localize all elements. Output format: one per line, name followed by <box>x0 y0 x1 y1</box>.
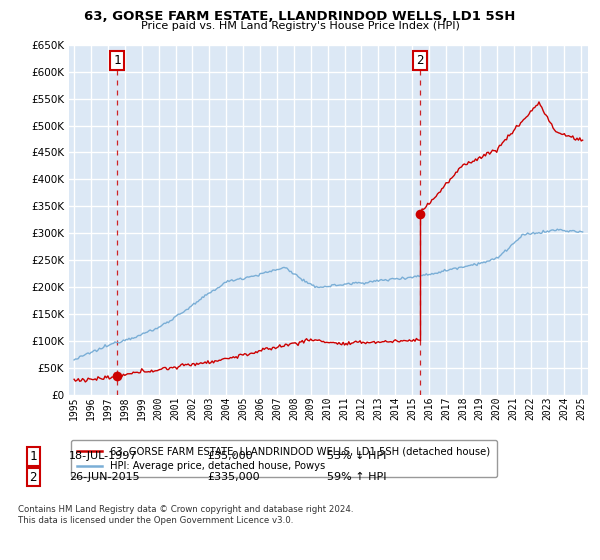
Legend: 63, GORSE FARM ESTATE, LLANDRINDOD WELLS, LD1 5SH (detached house), HPI: Average: 63, GORSE FARM ESTATE, LLANDRINDOD WELLS… <box>71 440 497 477</box>
Text: 26-JUN-2015: 26-JUN-2015 <box>69 472 140 482</box>
Text: Price paid vs. HM Land Registry's House Price Index (HPI): Price paid vs. HM Land Registry's House … <box>140 21 460 31</box>
Text: 2: 2 <box>416 54 424 67</box>
Text: 53% ↓ HPI: 53% ↓ HPI <box>327 451 386 461</box>
Text: 1: 1 <box>113 54 121 67</box>
Text: £335,000: £335,000 <box>207 472 260 482</box>
Text: 63, GORSE FARM ESTATE, LLANDRINDOD WELLS, LD1 5SH: 63, GORSE FARM ESTATE, LLANDRINDOD WELLS… <box>85 10 515 22</box>
Text: 18-JUL-1997: 18-JUL-1997 <box>69 451 137 461</box>
Text: 2: 2 <box>29 470 37 484</box>
Text: Contains HM Land Registry data © Crown copyright and database right 2024.
This d: Contains HM Land Registry data © Crown c… <box>18 505 353 525</box>
Text: £35,000: £35,000 <box>207 451 253 461</box>
Text: 1: 1 <box>29 450 37 463</box>
Text: 59% ↑ HPI: 59% ↑ HPI <box>327 472 386 482</box>
